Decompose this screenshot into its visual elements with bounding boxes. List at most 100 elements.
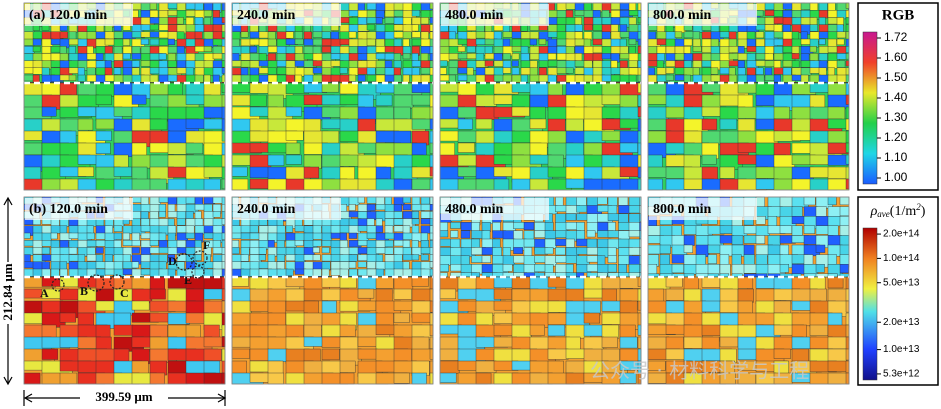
grain <box>393 178 413 191</box>
grain <box>221 60 226 68</box>
grain <box>258 254 267 261</box>
grain <box>68 254 79 262</box>
grain <box>755 24 767 31</box>
grain <box>167 218 175 227</box>
grain <box>737 336 759 350</box>
grain <box>818 46 829 54</box>
grain <box>131 60 140 68</box>
grain <box>457 46 466 52</box>
grain <box>113 53 124 61</box>
grain <box>450 230 459 238</box>
grain <box>637 94 642 107</box>
grain <box>475 372 492 385</box>
grain <box>321 254 332 262</box>
grain <box>429 24 434 32</box>
grain <box>23 53 35 62</box>
grain <box>32 38 42 46</box>
grain <box>384 60 393 69</box>
grain <box>41 324 57 339</box>
grain <box>429 336 434 350</box>
grain <box>665 67 675 74</box>
grain <box>402 31 412 39</box>
grain <box>719 244 734 257</box>
panel-frame <box>23 2 226 191</box>
grain <box>818 24 830 33</box>
grain <box>439 238 452 247</box>
grain <box>339 324 356 337</box>
grain <box>502 31 513 38</box>
grain <box>312 247 320 254</box>
grain <box>475 82 495 97</box>
grain <box>221 130 226 142</box>
colorbar <box>862 31 878 185</box>
grain <box>357 276 377 290</box>
grain <box>240 254 249 262</box>
grain <box>348 254 358 262</box>
grain <box>607 196 618 207</box>
grain <box>411 24 419 32</box>
grain <box>167 372 188 385</box>
grain <box>511 300 531 315</box>
grain <box>158 17 170 26</box>
grain <box>23 261 35 269</box>
grain <box>59 130 77 145</box>
grain <box>520 74 529 83</box>
grain <box>258 53 267 62</box>
grain <box>366 60 377 69</box>
grain <box>185 60 197 69</box>
grain <box>348 74 357 82</box>
grain <box>140 196 149 205</box>
grain <box>95 232 106 240</box>
grain <box>23 268 35 278</box>
grain <box>23 239 35 247</box>
grain <box>158 2 170 11</box>
grain <box>194 2 204 11</box>
grain <box>194 24 205 33</box>
grain <box>59 312 76 323</box>
grain <box>366 203 376 211</box>
grain <box>140 60 151 67</box>
grain <box>511 106 530 117</box>
grain <box>276 232 286 242</box>
grain <box>719 118 738 130</box>
grain <box>348 232 358 239</box>
panel-label: (b) 120.0 min <box>29 202 108 217</box>
grain <box>457 276 479 291</box>
grain <box>773 31 784 39</box>
grain <box>429 254 434 262</box>
grain <box>683 53 693 62</box>
label-bg <box>25 198 133 220</box>
grain <box>809 38 819 48</box>
grain <box>619 106 640 120</box>
grain <box>411 31 421 38</box>
grain <box>800 38 811 45</box>
grain <box>607 247 617 257</box>
grain <box>95 94 112 105</box>
grain <box>357 118 376 133</box>
colorbar-tick-label: 1.10 <box>884 150 908 164</box>
grain <box>659 264 674 275</box>
grain <box>743 225 758 235</box>
grain <box>420 196 430 205</box>
grain <box>312 31 324 38</box>
grain <box>836 60 846 68</box>
grain <box>529 67 538 77</box>
grain <box>523 230 535 241</box>
grain <box>411 60 421 67</box>
grain <box>77 94 99 108</box>
grain <box>140 268 151 276</box>
grain <box>41 261 50 270</box>
grain <box>411 276 429 287</box>
grain <box>809 46 817 53</box>
grain <box>221 9 226 19</box>
grain <box>41 53 52 62</box>
grain <box>683 254 698 265</box>
colorbar-tick-label: 5.0e+13 <box>883 277 920 288</box>
grain <box>529 38 537 46</box>
grain <box>493 324 514 336</box>
grain <box>402 239 411 248</box>
grain <box>285 268 294 277</box>
grain <box>221 348 226 363</box>
grain <box>176 211 186 220</box>
grain <box>815 244 826 253</box>
